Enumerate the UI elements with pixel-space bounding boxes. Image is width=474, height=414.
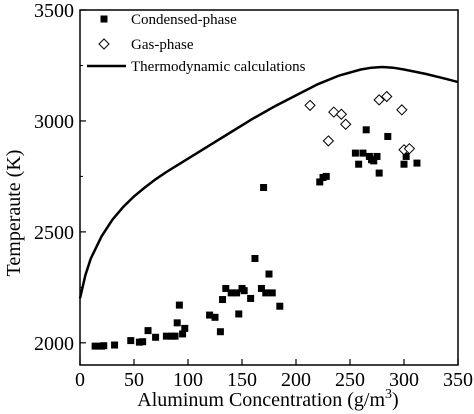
condensed-phase-point [179, 330, 187, 338]
condensed-phase-point [265, 270, 273, 278]
condensed-phase-point [171, 332, 179, 340]
condensed-phase-point [260, 184, 268, 191]
condensed-phase-point [413, 159, 421, 167]
condensed-phase-point [247, 294, 255, 302]
plot-frame [79, 9, 459, 366]
x-axis-title-superscript: 3 [385, 387, 392, 402]
x-tick-label: 0 [75, 369, 85, 391]
condensed-phase-point [211, 313, 219, 321]
y-tick-label: 2000 [34, 333, 74, 355]
condensed-phase-point [127, 337, 135, 345]
x-tick-label: 150 [227, 369, 257, 391]
condensed-phase-point [181, 324, 189, 332]
condensed-phase-point [322, 172, 330, 180]
x-axis-title: Aluminum Concentration (g/m3) [137, 387, 398, 411]
legend: Condensed-phase Gas-phase Thermodynamic ca… [87, 12, 306, 75]
condensed-phase-point [144, 327, 152, 335]
legend-label: Gas-phase [131, 37, 194, 53]
gas-phase-point [381, 90, 393, 103]
condensed-phase-point [351, 149, 359, 157]
x-tick-label: 350 [443, 369, 473, 391]
gas-phase-point [396, 104, 408, 116]
x-tick-label: 200 [281, 369, 311, 391]
legend-label: Condensed-phase [131, 12, 237, 28]
condensed-phase-point [359, 149, 367, 157]
x-tick-label: 250 [335, 369, 365, 391]
condensed-phase-point [235, 310, 243, 318]
condensed-phase-point [219, 296, 227, 304]
condensed-phase-point [262, 289, 270, 297]
condensed-phase-point [111, 341, 119, 349]
condensed-phase-point [370, 157, 378, 165]
condensed-phase-point [227, 289, 235, 297]
gas-phase-point [304, 99, 316, 112]
condensed-phase-point [400, 160, 408, 168]
axes: 0 50 100 150 200 250 300 350 2000 2500 3000 3500 [34, 0, 473, 391]
condensed-phase-point [139, 338, 147, 346]
condensed-phase-point [402, 152, 410, 160]
gas-phase-point [403, 142, 416, 155]
condensed-phase-point [362, 126, 370, 134]
gas-phase-point [339, 118, 352, 130]
condensed-phase-point [216, 328, 224, 336]
condensed-phase-point [240, 287, 248, 295]
legend-label: Thermodynamic calculations [131, 59, 306, 75]
legend-marker [98, 38, 110, 50]
condensed-phase-point [316, 178, 324, 186]
legend-marker [100, 15, 108, 23]
condensed-phase-point [375, 169, 383, 177]
gas-phase-point [322, 135, 335, 147]
condensed-phase-point [91, 342, 99, 350]
thermodynamic-curve [78, 65, 459, 299]
x-tick-label: 300 [389, 369, 419, 391]
gas-phase-point [373, 94, 385, 106]
condensed-phase-point [384, 132, 392, 140]
condensed-phase-point [233, 289, 241, 297]
condensed-phase-point [162, 332, 170, 340]
y-tick-label: 3000 [34, 111, 74, 133]
y-tick-label: 3500 [34, 0, 74, 22]
condensed-phase-point [355, 160, 363, 168]
condensed-phase-point [251, 255, 259, 262]
x-tick-label: 50 [124, 369, 144, 391]
condensed-phase-point [222, 284, 230, 292]
condensed-phase-point [257, 284, 265, 292]
y-axis-title: Temperaute (K) [3, 150, 25, 277]
gas-phase-point [335, 108, 348, 120]
plot-area [78, 65, 459, 350]
condensed-phase-point [373, 152, 381, 160]
condensed-phase-point [276, 302, 284, 310]
condensed-phase-point [268, 289, 276, 297]
condensed-phase-point [173, 319, 181, 327]
x-tick-label: 100 [173, 369, 203, 391]
x-axis-title-end: ) [392, 389, 399, 411]
condensed-phase-point [206, 311, 214, 319]
y-tick-label: 2500 [34, 222, 74, 244]
condensed-phase-point [152, 333, 160, 341]
condensed-phase-point [175, 301, 183, 309]
condensed-phase-point [100, 342, 108, 350]
